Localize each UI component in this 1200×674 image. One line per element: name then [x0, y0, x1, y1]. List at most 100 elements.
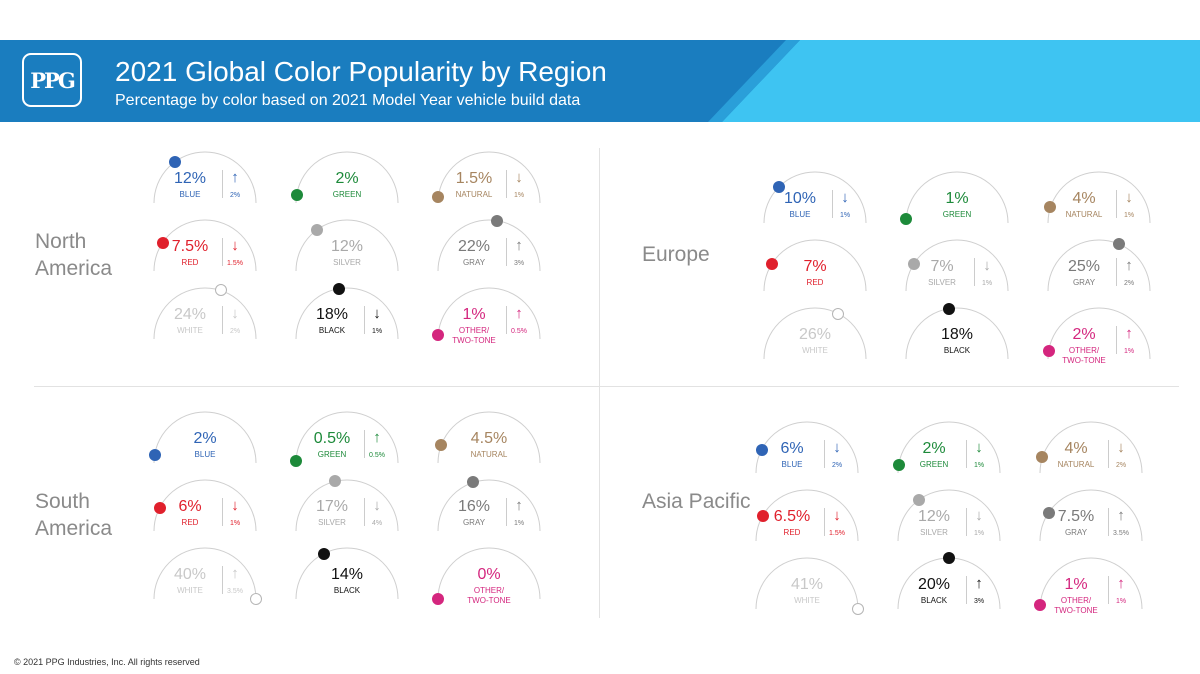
gauge-arc-path	[763, 307, 867, 360]
gauge-value: 41%	[790, 576, 824, 593]
arrow-down-icon: ↓	[841, 189, 849, 206]
gauge-color-name: GREEN	[317, 450, 347, 459]
gauge-arc-path	[755, 557, 859, 610]
gauge-value: 4.5%	[470, 430, 508, 447]
arrow-down-icon: ↓	[231, 497, 239, 514]
arrow-down-icon: ↓	[833, 439, 841, 456]
gauge-separator	[222, 498, 223, 526]
arrow-down-icon: ↓	[373, 497, 381, 514]
gauge-value: 12%	[173, 170, 207, 187]
gauge-value: 12%	[330, 238, 364, 255]
gauge-marker-gray	[1112, 237, 1125, 250]
gauge-separator	[966, 576, 967, 604]
gauge-value: 6.5%	[773, 508, 811, 525]
gauge-value: 20%	[917, 576, 951, 593]
gauge-arc	[1047, 171, 1151, 224]
gauge-color-name: BLUE	[781, 460, 803, 469]
gauge-value: 6%	[780, 440, 804, 457]
gauge-color-name: WHITE	[794, 596, 820, 605]
gauge-color-name: GRAY	[1072, 278, 1096, 287]
gauge-separator	[364, 306, 365, 334]
gauge-marker-natural	[432, 191, 445, 203]
gauge-marker-black	[333, 282, 346, 295]
gauge-arc	[437, 287, 541, 340]
gauge-change: 1.5%	[829, 530, 845, 537]
arrow-up-icon: ↑	[1117, 575, 1125, 592]
arrow-up-icon: ↑	[231, 565, 239, 582]
gauge-arc-path	[1039, 421, 1143, 474]
gauge-south-america-red: 6% RED ↓ 1%	[150, 476, 260, 538]
arrow-up-icon: ↑	[515, 497, 523, 514]
gauge-separator	[966, 508, 967, 536]
gauge-arc	[897, 421, 1001, 474]
gauge-arc	[1039, 421, 1143, 474]
arrow-up-icon: ↑	[975, 575, 983, 592]
gauge-asia-pacific-green: 2% GREEN ↓ 1%	[892, 418, 1004, 480]
gauge-arc-path	[153, 287, 257, 340]
gauge-change: 0.5%	[511, 328, 527, 335]
arrow-down-icon: ↓	[231, 305, 239, 322]
gauge-separator	[966, 440, 967, 468]
region-label-europe: Europe	[642, 243, 710, 266]
gauge-color-name: WHITE	[177, 326, 203, 335]
arrow-up-icon: ↑	[1117, 507, 1125, 524]
gauge-separator	[222, 306, 223, 334]
gauge-asia-pacific-silver: 12% SILVER ↓ 1%	[894, 486, 1004, 548]
gauge-separator	[222, 170, 223, 198]
gauge-change: 1%	[229, 520, 241, 527]
gauge-value: 18%	[940, 326, 974, 343]
gauge-separator	[1108, 440, 1109, 468]
gauge-arc	[153, 151, 257, 204]
gauge-value: 1.5%	[455, 170, 493, 187]
gauge-marker-other	[1034, 598, 1047, 611]
gauge-value: 25%	[1067, 258, 1101, 275]
gauge-south-america-green: 0.5% GREEN ↑ 0.5%	[290, 408, 402, 470]
gauge-arc	[905, 307, 1009, 360]
arrow-up-icon: ↑	[515, 305, 523, 322]
gauge-arc-path	[153, 151, 257, 204]
gauge-separator	[364, 430, 365, 458]
gauge-value: 7.5%	[1057, 508, 1095, 525]
gauge-arc	[295, 151, 399, 204]
gauge-marker-white	[852, 603, 864, 615]
gauge-color-name: BLUE	[179, 190, 201, 199]
gauge-color-name: SILVER	[928, 278, 956, 287]
gauge-color-name: BLUE	[789, 210, 811, 219]
gauge-arc	[295, 547, 399, 600]
gauge-arc	[295, 411, 399, 464]
banner-light-stripe	[722, 40, 1200, 122]
gauge-separator	[832, 190, 833, 218]
gauge-color-name: BLACK	[318, 326, 346, 335]
gauge-color-name: NATURAL	[1065, 210, 1103, 219]
ppg-logo: PPG	[22, 53, 82, 107]
gauge-marker-black	[943, 302, 956, 315]
gauge-separator	[824, 508, 825, 536]
gauge-arc-path	[905, 307, 1009, 360]
gauge-separator	[506, 238, 507, 266]
horizontal-divider	[34, 386, 1179, 387]
gauge-arc	[437, 479, 541, 532]
gauge-arc	[1047, 239, 1151, 292]
gauge-north-america-red: 7.5% RED ↓ 1.5%	[150, 216, 260, 278]
gauge-color-name: GREEN	[942, 210, 972, 219]
gauge-europe-black: 18% BLACK	[902, 302, 1012, 366]
gauge-change: 3.5%	[227, 588, 243, 595]
gauge-change: 2%	[831, 462, 843, 469]
gauge-marker-silver	[311, 223, 324, 236]
gauge-separator	[364, 498, 365, 526]
gauge-arc-path	[295, 411, 399, 464]
gauge-arc	[1039, 557, 1143, 610]
gauge-marker-silver	[329, 475, 342, 488]
gauge-arc	[153, 547, 257, 600]
arrow-down-icon: ↓	[515, 169, 523, 186]
gauge-europe-silver: 7% SILVER ↓ 1%	[902, 236, 1012, 298]
gauge-change: 3%	[973, 598, 985, 605]
gauge-value: 26%	[798, 326, 832, 343]
gauge-separator	[506, 170, 507, 198]
gauge-arc-path	[1039, 557, 1143, 610]
gauge-value: 1%	[1064, 576, 1088, 593]
gauge-asia-pacific-white: 41% WHITE	[752, 554, 864, 616]
arrow-down-icon: ↓	[373, 305, 381, 322]
gauge-color-name: SILVER	[333, 258, 361, 267]
gauge-arc-path	[437, 219, 541, 272]
